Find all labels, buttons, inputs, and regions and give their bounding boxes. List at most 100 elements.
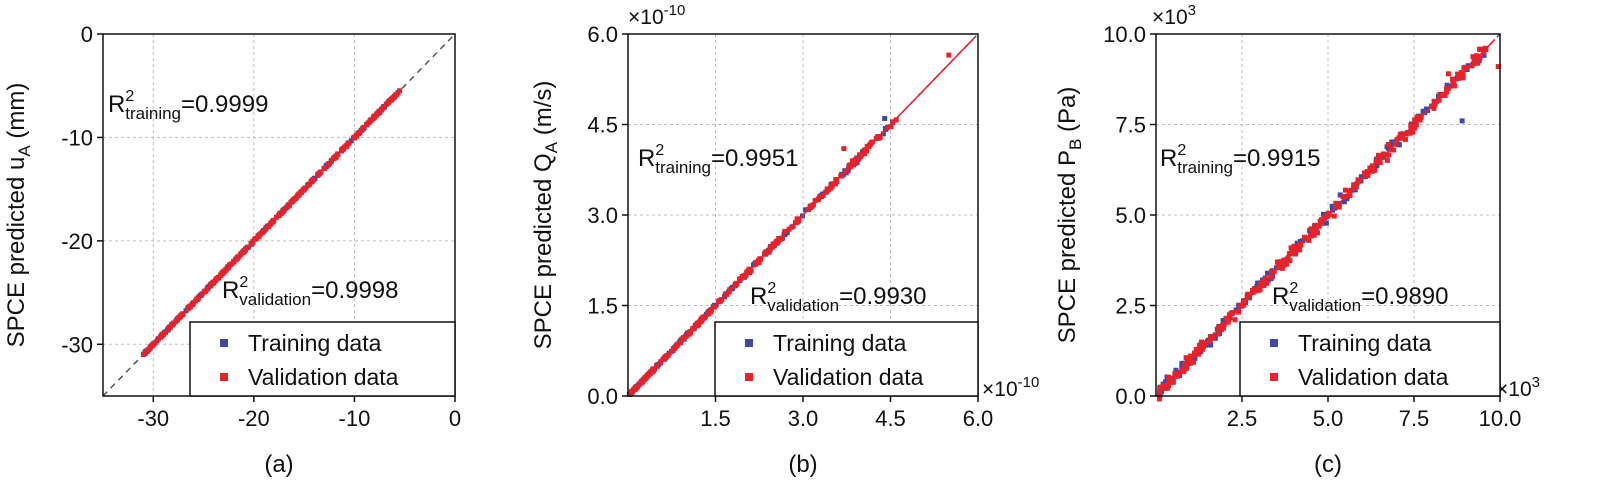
- training-point-383: [1420, 108, 1426, 114]
- training-point-161: [1173, 367, 1179, 373]
- validation-point-357: [372, 114, 378, 120]
- x-tick-label-1: 5.0: [1313, 406, 1344, 431]
- validation-point-418: [210, 279, 216, 285]
- validation-point-195: [1207, 338, 1213, 344]
- training-point-363: [348, 138, 354, 144]
- validation-point-320: [1410, 129, 1416, 135]
- validation-point-429: [1166, 374, 1172, 380]
- validation-point-64: [1236, 309, 1242, 315]
- x-ticks-a: -30 -20 -10 0: [137, 396, 461, 431]
- validation-point-253: [190, 301, 196, 307]
- validation-point-360: [242, 247, 248, 253]
- y-tick-label-1: 2.5: [1115, 294, 1146, 319]
- validation-point-325: [1221, 325, 1227, 331]
- validation-point-372: [281, 207, 287, 213]
- y-tick-label-4: 10.0: [1103, 22, 1146, 47]
- validation-point-324: [383, 101, 389, 107]
- validation-point-424: [1470, 61, 1476, 67]
- validation-point-261: [1306, 237, 1312, 243]
- validation-point-266: [1477, 46, 1483, 52]
- validation-point-83: [1460, 72, 1466, 78]
- validation-point-336: [165, 326, 171, 332]
- validation-point-425: [1175, 371, 1181, 377]
- r2-training-annotation-a: R2 training=0.9999: [108, 88, 268, 123]
- training-point-265: [880, 131, 886, 137]
- training-point-364: [1358, 174, 1364, 180]
- validation-point-304: [328, 157, 334, 163]
- validation-point-300: [1373, 158, 1379, 164]
- validation-point-267: [1161, 383, 1167, 389]
- validation-point-328: [1179, 368, 1185, 374]
- caption-a: (a): [264, 451, 293, 478]
- validation-point-348: [375, 110, 381, 116]
- validation-point-308: [284, 204, 290, 210]
- validation-point-226: [391, 94, 397, 100]
- validation-point-85: [812, 198, 818, 204]
- validation-point-85: [1199, 339, 1205, 345]
- validation-point-399: [1228, 310, 1234, 316]
- validation-point-404: [222, 267, 228, 273]
- validation-point-252: [1196, 343, 1202, 349]
- legend-b: Training data Validation data: [714, 321, 979, 397]
- validation-point-325: [250, 239, 256, 245]
- y-multiplier-c: ×103: [1152, 2, 1196, 29]
- validation-point-11: [1281, 257, 1287, 263]
- training-point-194: [1294, 240, 1300, 246]
- x-tick-label-2: 4.5: [875, 406, 906, 431]
- r2-training-annotation-b: R2 training=0.9951: [638, 142, 798, 177]
- training-point-16: [1320, 211, 1326, 217]
- validation-point-246: [869, 139, 875, 145]
- validation-point-101: [766, 249, 772, 255]
- validation-point-410: [213, 276, 219, 282]
- training-point-361: [1424, 106, 1430, 112]
- y-multiplier-b: ×10-10: [628, 2, 685, 29]
- validation-point-278: [1369, 168, 1375, 174]
- x-tick-label-0: 1.5: [700, 406, 731, 431]
- validation-point-386: [1256, 287, 1262, 293]
- fit-line-b: [627, 38, 974, 397]
- validation-point-360: [775, 239, 781, 245]
- legend-marker-validation-a: [220, 373, 228, 381]
- validation-point-89: [1340, 194, 1346, 200]
- validation-point-293: [1215, 325, 1221, 331]
- validation-point-311: [1250, 289, 1256, 295]
- validation-point-108: [1331, 213, 1337, 219]
- validation-point-317: [1262, 275, 1268, 281]
- validation-point-268: [1297, 241, 1303, 247]
- y-tick-label-0: 0.0: [587, 384, 618, 409]
- y-tick-label-2: -10: [61, 125, 93, 150]
- x-multiplier-b: ×10-10: [982, 374, 1039, 401]
- validation-point-232: [1471, 57, 1477, 63]
- x-tick-label-3: 6.0: [963, 406, 994, 431]
- validation-point-354: [1313, 228, 1319, 234]
- y-tick-label-3: 4.5: [587, 113, 618, 138]
- validation-point-94: [1279, 265, 1285, 271]
- y-tick-label-0: -30: [61, 332, 93, 357]
- legend-marker-validation-b: [745, 373, 753, 381]
- validation-point-41: [363, 122, 369, 128]
- validation-point-433: [1477, 55, 1483, 61]
- fit-line-c: [1155, 38, 1496, 397]
- validation-point-126: [1312, 222, 1318, 228]
- validation-point-370: [256, 233, 262, 239]
- validation-point-220: [1268, 274, 1274, 280]
- training-point-250: [1208, 342, 1214, 348]
- x-multiplier-c: ×103: [1496, 374, 1540, 401]
- validation-point-329: [1288, 245, 1294, 251]
- validation-point-391: [220, 269, 226, 275]
- validation-point-203: [1362, 172, 1368, 178]
- x-tick-label-2: 7.5: [1399, 406, 1430, 431]
- validation-point-215: [1268, 269, 1274, 275]
- validation-point-197: [1232, 317, 1238, 323]
- training-point-414: [1374, 163, 1380, 169]
- outlier-point-0: [1495, 64, 1501, 70]
- validation-point-121: [1391, 147, 1397, 153]
- validation-point-345: [162, 330, 168, 336]
- legend-marker-training-a: [220, 339, 228, 347]
- validation-point-191: [1333, 200, 1339, 206]
- validation-point-423: [1316, 223, 1322, 229]
- validation-point-279: [852, 160, 858, 166]
- validation-point-217: [1325, 210, 1331, 216]
- legend-box-c: [1239, 321, 1501, 397]
